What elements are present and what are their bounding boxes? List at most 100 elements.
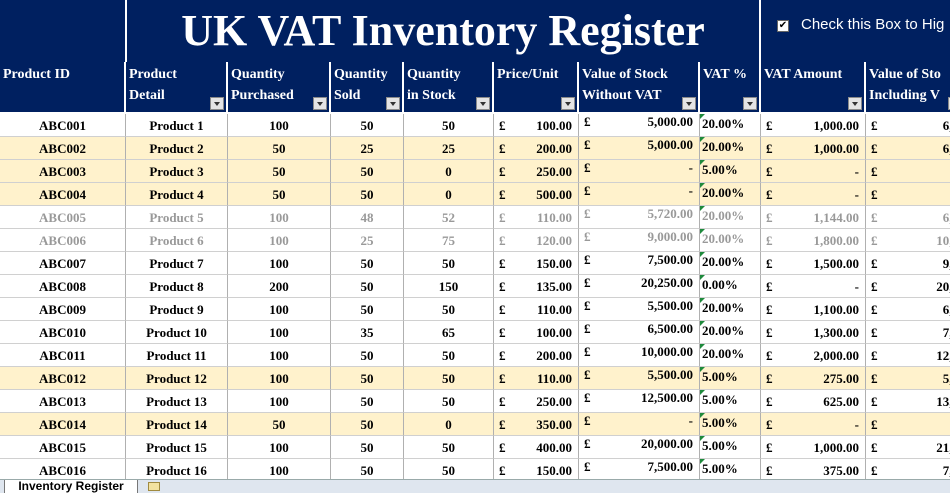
cell-text: 0	[445, 417, 452, 432]
filter-button[interactable]	[948, 97, 950, 110]
cell: 50	[404, 367, 494, 390]
column-header: Quantity Purchased	[228, 62, 331, 112]
cell: £6,6	[866, 298, 950, 321]
cell-text: Product 6	[149, 233, 204, 248]
currency-symbol: £	[584, 137, 591, 152]
filter-button[interactable]	[561, 97, 575, 110]
cell: Product 8	[126, 275, 228, 298]
checkbox-label: Check this Box to Hig	[801, 16, 945, 33]
new-sheet-tab[interactable]	[148, 482, 160, 491]
cell-text: ABC013	[39, 394, 86, 409]
cell: £9,000.00	[579, 229, 700, 252]
cell-text: 0	[445, 164, 452, 179]
cell: 20.00%	[700, 114, 761, 137]
cell-text: ABC012	[39, 371, 86, 386]
cell-text: 275.00	[823, 371, 859, 386]
grid: Product ID Product Detail Quantity Purchas…	[0, 62, 950, 482]
cell: 20.00%	[700, 344, 761, 367]
cell-text: 100	[269, 210, 289, 225]
cell: £ -	[761, 183, 866, 206]
filter-button[interactable]	[210, 97, 224, 110]
filter-button[interactable]	[313, 97, 327, 110]
cell: 100	[228, 321, 331, 344]
cell-text: 5.00%	[702, 415, 738, 430]
cell-text: 1,500.00	[813, 256, 860, 271]
filter-button[interactable]	[743, 97, 757, 110]
currency-symbol: £	[499, 118, 506, 133]
filter-button[interactable]	[476, 97, 490, 110]
cell: £110.00	[494, 367, 579, 390]
comment-marker	[700, 436, 705, 441]
cell: £ -	[579, 413, 700, 436]
currency-symbol: £	[871, 325, 878, 340]
cell: 50	[331, 367, 404, 390]
filter-button[interactable]	[848, 97, 862, 110]
currency-symbol: £	[766, 141, 773, 156]
currency-symbol: £	[766, 233, 773, 248]
cell-text: 120.00	[536, 233, 572, 248]
cell-text: Product 12	[146, 371, 207, 386]
cell-text: 7,8	[942, 325, 950, 340]
cell: £500.00	[494, 183, 579, 206]
cell: £135.00	[494, 275, 579, 298]
cell: 0	[404, 160, 494, 183]
cell-text: 100	[269, 325, 289, 340]
cell: 50	[331, 252, 404, 275]
cell-text: 50	[360, 256, 374, 271]
cell-text: 20.00%	[702, 139, 745, 154]
cell: 100	[228, 229, 331, 252]
currency-symbol: £	[871, 141, 878, 156]
cell: £120.00	[494, 229, 579, 252]
cell-text: -	[854, 417, 859, 432]
cell: £250.00	[494, 160, 579, 183]
cell: Product 9	[126, 298, 228, 321]
cell-text: 20.00%	[702, 300, 745, 315]
cell-text: 7,8	[942, 463, 950, 478]
cell-text: 50	[360, 417, 374, 432]
filter-button[interactable]	[682, 97, 696, 110]
checkbox[interactable]: ✔	[777, 20, 789, 32]
cell-text: -	[688, 183, 693, 198]
cell: £9,0	[866, 252, 950, 275]
cell-text: 100	[269, 371, 289, 386]
currency-symbol: £	[766, 302, 773, 317]
tab-bar: Inventory Register	[0, 479, 950, 493]
cell: £20,2	[866, 275, 950, 298]
cell: £5,500.00	[579, 298, 700, 321]
cell: 0	[404, 413, 494, 436]
currency-symbol: £	[766, 118, 773, 133]
cell: ABC012	[0, 367, 126, 390]
filter-button[interactable]	[386, 97, 400, 110]
column-header: Value of Sto Including V	[866, 62, 950, 112]
cell: 5.00%	[700, 413, 761, 436]
cell: £5,7	[866, 367, 950, 390]
cell: 25	[331, 229, 404, 252]
currency-symbol: £	[766, 371, 773, 386]
cell: Product 12	[126, 367, 228, 390]
cell-text: -	[688, 413, 693, 428]
sheet-tab[interactable]: Inventory Register	[4, 480, 138, 493]
cell-text: 1,300.00	[813, 325, 860, 340]
cell-text: 25	[360, 233, 374, 248]
currency-symbol: £	[871, 348, 878, 363]
comment-marker	[700, 275, 705, 280]
comment-marker	[700, 160, 705, 165]
cell-text: ABC004	[39, 187, 86, 202]
currency-symbol: £	[584, 229, 591, 244]
comment-marker	[700, 459, 705, 464]
cell-text: 5,000.00	[647, 114, 694, 129]
cell: 5.00%	[700, 160, 761, 183]
cell: £5,500.00	[579, 367, 700, 390]
cell: 25	[404, 137, 494, 160]
cell-text: 48	[360, 210, 374, 225]
cell: 100	[228, 344, 331, 367]
cell-text: 6,500.00	[647, 321, 694, 336]
cell-text: Product 7	[149, 256, 204, 271]
currency-symbol: £	[766, 440, 773, 455]
comment-marker	[700, 413, 705, 418]
column-header: VAT %	[700, 62, 761, 112]
comment-marker	[700, 114, 705, 119]
currency-symbol: £	[584, 459, 591, 474]
cell-text: 50	[360, 164, 374, 179]
cell: 50	[228, 137, 331, 160]
